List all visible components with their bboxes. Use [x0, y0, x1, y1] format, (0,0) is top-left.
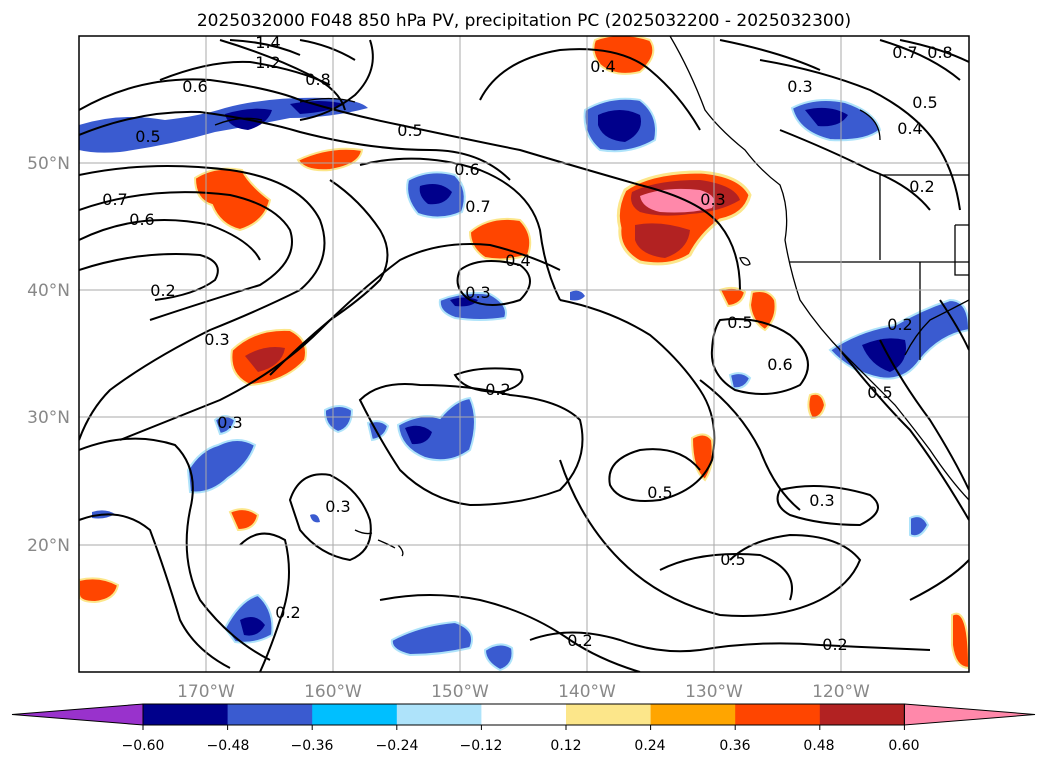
contour-label: 0.5 — [727, 313, 752, 332]
map-panel: 1.4 1.2 0.8 0.7 0.8 0.6 0.5 0.5 0.4 0.3 … — [79, 33, 969, 672]
lon-axis: 170°W 160°W 150°W 140°W 130°W 120°W — [177, 682, 870, 702]
contour-label: 0.3 — [217, 413, 242, 432]
lat-axis: 50°N 40°N 30°N 20°N — [27, 154, 70, 556]
colorbar-tick-label: 0.60 — [888, 738, 919, 754]
contour-label: 0.5 — [720, 550, 745, 569]
contour-label: 0.8 — [927, 43, 952, 62]
colorbar-tick-label: 0.48 — [803, 738, 834, 754]
colorbar-labels: −0.60 −0.48 −0.36 −0.24 −0.12 0.12 0.24 … — [122, 738, 920, 754]
colorbar-tick-label: 0.36 — [719, 738, 750, 754]
contour-label: 0.3 — [809, 491, 834, 510]
contour-label: 0.5 — [647, 483, 672, 502]
contour-label: 0.3 — [465, 283, 490, 302]
lat-tick-label: 50°N — [27, 154, 70, 174]
colorbar-frame — [142, 703, 905, 726]
contour-labels: 1.4 1.2 0.8 0.7 0.8 0.6 0.5 0.5 0.4 0.3 … — [102, 33, 952, 654]
lon-tick-label: 120°W — [812, 682, 870, 702]
contour-label: 0.5 — [912, 93, 937, 112]
lon-tick-label: 140°W — [558, 682, 616, 702]
colorbar-swatch — [819, 704, 905, 725]
gridlines — [79, 36, 969, 672]
contour-label: 0.7 — [102, 190, 127, 209]
colorbar-swatch — [735, 704, 821, 725]
contour-label: 0.2 — [150, 281, 175, 300]
contour-label: 0.7 — [465, 197, 490, 216]
colorbar-extend-low — [11, 703, 144, 726]
contour-label: 0.4 — [505, 251, 530, 270]
colorbar-tick-label: −0.24 — [376, 738, 419, 754]
figure-title: 2025032000 F048 850 hPa PV, precipitatio… — [197, 11, 851, 31]
colorbar-tick-label: −0.12 — [460, 738, 503, 754]
contour-label: 0.2 — [567, 631, 592, 650]
precipitation-anomaly-shading — [79, 36, 969, 672]
lon-tick-label: 160°W — [304, 682, 362, 702]
colorbar-swatch — [312, 704, 398, 725]
lat-tick-label: 40°N — [27, 281, 70, 301]
lon-tick-label: 150°W — [431, 682, 489, 702]
colorbar — [11, 703, 1036, 730]
contour-label: 0.5 — [397, 121, 422, 140]
contour-label: 0.8 — [305, 70, 330, 89]
colorbar-swatch — [566, 704, 652, 725]
contour-label: 0.3 — [325, 497, 350, 516]
lat-tick-label: 30°N — [27, 408, 70, 428]
pv-contours — [79, 39, 969, 672]
contour-label: 0.7 — [892, 43, 917, 62]
contour-label: 1.4 — [255, 33, 280, 52]
colorbar-tick-label: −0.60 — [122, 738, 165, 754]
contour-label: 0.6 — [454, 160, 479, 179]
colorbar-swatch — [481, 704, 567, 725]
contour-label: 0.2 — [485, 380, 510, 399]
contour-label: 0.3 — [787, 77, 812, 96]
colorbar-extend-high — [903, 703, 1036, 726]
contour-label: 0.2 — [909, 177, 934, 196]
contour-label: 0.5 — [135, 127, 160, 146]
contour-label: 0.2 — [275, 603, 300, 622]
colorbar-tick-label: −0.48 — [207, 738, 250, 754]
colorbar-swatch — [396, 704, 482, 725]
contour-label: 0.4 — [897, 119, 922, 138]
contour-label: 0.2 — [887, 315, 912, 334]
contour-label: 0.3 — [700, 190, 725, 209]
contour-label: 0.2 — [822, 635, 847, 654]
contour-label: 0.6 — [767, 355, 792, 374]
contour-label: 0.5 — [867, 383, 892, 402]
colorbar-swatch — [227, 704, 313, 725]
contour-label: 0.4 — [590, 57, 615, 76]
colorbar-tick-label: 0.24 — [634, 738, 665, 754]
colorbar-tick-label: −0.36 — [291, 738, 334, 754]
lon-tick-label: 130°W — [685, 682, 743, 702]
coastlines — [214, 36, 969, 557]
lat-tick-label: 20°N — [27, 536, 70, 556]
map-frame — [78, 35, 970, 673]
contour-label: 0.3 — [204, 330, 229, 349]
contour-label: 1.2 — [255, 53, 280, 72]
colorbar-swatch — [143, 704, 229, 725]
colorbar-swatch — [650, 704, 736, 725]
contour-label: 0.6 — [182, 77, 207, 96]
lon-tick-label: 170°W — [177, 682, 235, 702]
contour-label: 0.6 — [129, 210, 154, 229]
colorbar-tick-label: 0.12 — [550, 738, 581, 754]
